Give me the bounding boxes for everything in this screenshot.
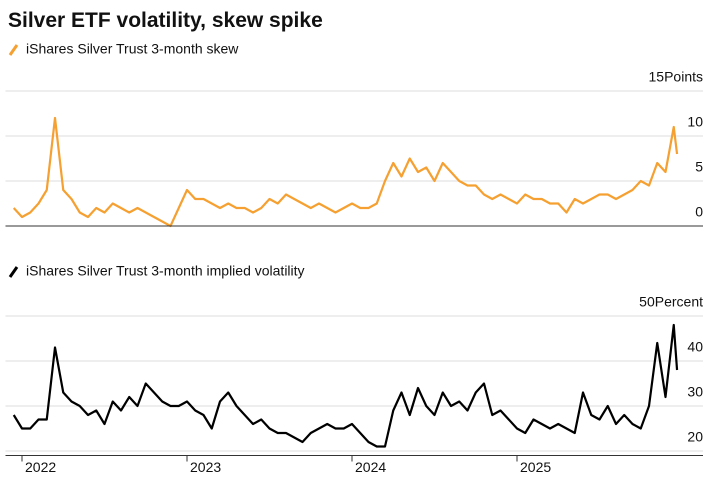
legend-swatch bbox=[8, 44, 19, 56]
y-tick-label: 0 bbox=[695, 204, 703, 220]
y-tick-label: 5 bbox=[695, 159, 703, 175]
y-tick-label: 15Points bbox=[649, 69, 703, 85]
y-tick-label: 40 bbox=[687, 339, 703, 355]
x-tick-label: 2023 bbox=[190, 459, 221, 475]
y-tick-label: 30 bbox=[687, 384, 703, 400]
x-tick-label: 2022 bbox=[25, 459, 56, 475]
x-tick-label: 2025 bbox=[520, 459, 551, 475]
chart-title: Silver ETF volatility, skew spike bbox=[8, 9, 323, 32]
data-line bbox=[12, 116, 679, 228]
legend-label: iShares Silver Trust 3-month implied vol… bbox=[26, 263, 305, 279]
y-tick-label: 50Percent bbox=[639, 294, 703, 310]
data-line bbox=[12, 323, 679, 448]
legend-swatch bbox=[8, 266, 19, 278]
x-tick-label: 2024 bbox=[355, 459, 386, 475]
y-tick-label: 10 bbox=[687, 114, 703, 130]
legend-label: iShares Silver Trust 3-month skew bbox=[26, 41, 239, 57]
y-tick-label: 20 bbox=[687, 429, 703, 445]
